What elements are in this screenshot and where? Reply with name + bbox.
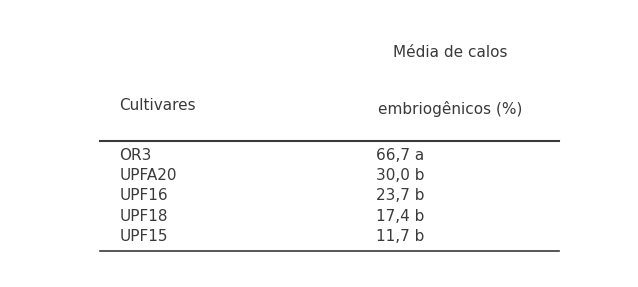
Text: Média de calos: Média de calos [394,46,508,61]
Text: UPF15: UPF15 [119,229,168,244]
Text: UPFA20: UPFA20 [119,168,177,183]
Text: 17,4 b: 17,4 b [376,209,425,224]
Text: UPF18: UPF18 [119,209,168,224]
Text: 23,7 b: 23,7 b [376,188,425,203]
Text: 11,7 b: 11,7 b [376,229,425,244]
Text: 30,0 b: 30,0 b [376,168,425,183]
Text: UPF16: UPF16 [119,188,168,203]
Text: OR3: OR3 [119,148,152,163]
Text: embriogênicos (%): embriogênicos (%) [378,101,523,117]
Text: 66,7 a: 66,7 a [376,148,425,163]
Text: Cultivares: Cultivares [119,98,196,113]
